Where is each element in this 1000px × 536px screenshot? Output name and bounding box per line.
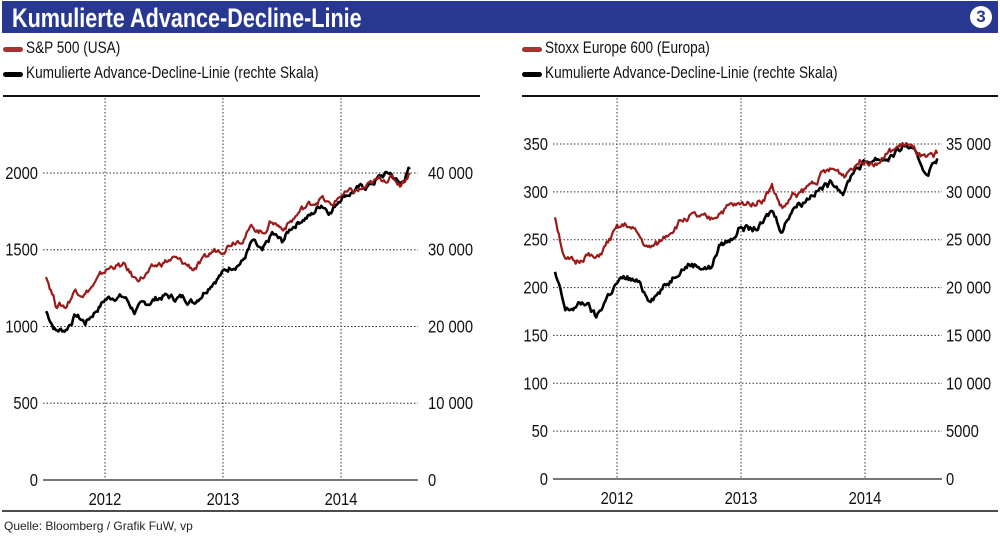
y-left-tick-label: 1500	[5, 240, 38, 260]
x-tick-label: 2014	[849, 489, 882, 509]
index-line	[553, 142, 939, 265]
x-tick-label: 2013	[725, 489, 758, 509]
legend-ad-line-left: Kumulierte Advance-Decline-Linie (rechte…	[26, 63, 319, 82]
y-left-tick-label: 300	[523, 183, 548, 203]
y-right-tick-label: 35 000	[946, 135, 991, 155]
advance-decline-line	[553, 142, 939, 319]
chart-sp500: 0 500 1000 1500 2000 0 10 000 20 000 30 000 40 00…	[5, 98, 473, 509]
chart-title: Kumulierte Advance-Decline-Linie	[12, 3, 362, 33]
y-right-tick-label: 25 000	[946, 230, 991, 250]
y-left-tick-label: 200	[523, 278, 548, 298]
y-right-tick-label: 30 000	[428, 240, 473, 260]
y-right-tick-label: 0	[428, 471, 436, 491]
legend-stoxx600: Stoxx Europe 600 (Europa)	[545, 38, 710, 57]
legend-swatch-red	[522, 47, 542, 52]
header-bar: Kumulierte Advance-Decline-Linie 3	[2, 1, 998, 33]
legend-sp500: S&P 500 (USA)	[26, 38, 121, 57]
index-line	[44, 172, 411, 310]
figure-number-badge: 3	[970, 6, 992, 28]
y-left-tick-label: 150	[523, 326, 548, 346]
y-left-tick-label: 250	[523, 230, 548, 250]
y-left-tick-label: 2000	[5, 164, 38, 184]
y-left-tick-label: 0	[30, 471, 38, 491]
legend-swatch-red	[3, 47, 23, 52]
y-right-tick-label: 15 000	[946, 326, 991, 346]
x-tick-label: 2012	[601, 489, 634, 509]
x-tick-label: 2013	[207, 490, 240, 510]
x-tick-label: 2012	[89, 490, 122, 510]
legend-swatch-black	[3, 72, 23, 77]
advance-decline-line	[44, 166, 411, 334]
chart-stoxx600: 0 50 100 150 200 250 300 350 0 5000 10 000 15 000 20…	[523, 98, 991, 508]
y-right-tick-label: 20 000	[428, 317, 473, 337]
y-left-tick-label: 50	[532, 422, 548, 442]
x-tick-label: 2014	[325, 490, 358, 510]
y-right-tick-label: 30 000	[946, 183, 991, 203]
y-left-tick-label: 500	[13, 394, 38, 414]
y-right-tick-label: 40 000	[428, 164, 473, 184]
source-note: Quelle: Bloomberg / Grafik FuW, vp	[4, 519, 193, 533]
y-right-tick-label: 20 000	[946, 278, 991, 298]
y-left-tick-label: 100	[523, 374, 548, 394]
y-left-tick-label: 0	[540, 470, 548, 490]
y-left-tick-label: 1000	[5, 317, 38, 337]
y-right-tick-label: 10 000	[946, 374, 991, 394]
y-right-tick-label: 0	[946, 470, 954, 490]
legend-ad-line-right: Kumulierte Advance-Decline-Linie (rechte…	[545, 63, 838, 82]
legend-swatch-black	[522, 72, 542, 77]
y-right-tick-label: 10 000	[428, 394, 473, 414]
y-left-tick-label: 350	[523, 135, 548, 155]
y-right-tick-label: 5000	[946, 422, 979, 442]
